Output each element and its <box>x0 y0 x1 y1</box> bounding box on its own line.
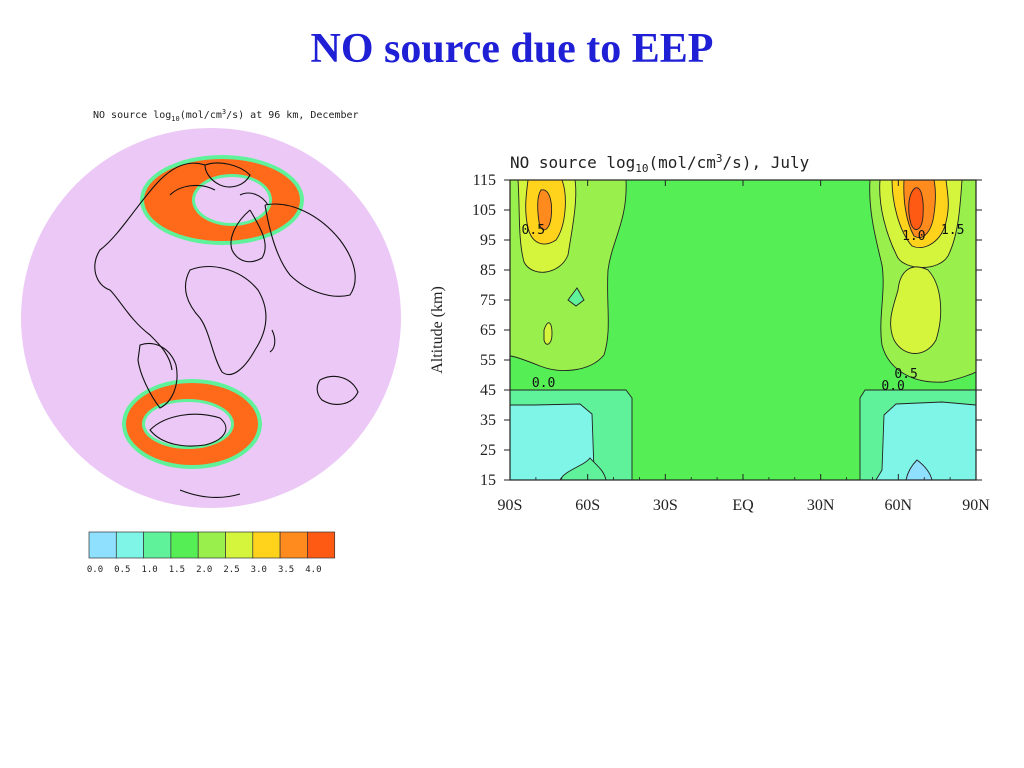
y-tick-label: 65 <box>480 322 496 339</box>
colorbar-swatch-5 <box>225 531 254 559</box>
y-tick-label: 55 <box>480 352 496 369</box>
x-tick-label: 90S <box>498 497 523 514</box>
colorbar-label: 2.5 <box>223 565 239 575</box>
chart-title-sub: 10 <box>635 162 648 175</box>
misc-coast <box>179 489 241 499</box>
x-tick-label: 90N <box>962 497 990 514</box>
slide-title: NO source due to EEP <box>310 26 714 72</box>
chart-title: NO source log10(mol/cm3/s), July <box>510 152 810 175</box>
north-lower-0.5 <box>875 401 976 480</box>
contour-fills <box>510 180 976 480</box>
x-tick-label: 30N <box>807 497 835 514</box>
north-lower-0.0 <box>905 459 933 480</box>
y-axis-label: Altitude (km) <box>429 286 446 374</box>
coastlines <box>94 162 359 499</box>
contour-label: 1.0 <box>902 229 925 244</box>
colorbar-label: 2.0 <box>196 565 212 575</box>
colorbar-swatch-1 <box>115 531 144 559</box>
south-blob-lower <box>543 322 553 345</box>
colorbar-label: 3.5 <box>278 565 294 575</box>
chart-title-sup: 3 <box>716 152 723 165</box>
contour-label: 0.5 <box>894 367 917 382</box>
colorbar-label: 4.0 <box>305 565 321 575</box>
colorbar-swatch-0 <box>88 531 117 559</box>
x-tick-label: 60S <box>575 497 600 514</box>
y-tick-label: 95 <box>480 232 496 249</box>
x-tick-label: EQ <box>732 497 754 514</box>
colorbar-label: 0.0 <box>87 565 103 575</box>
colorbar-label: 1.0 <box>141 565 157 575</box>
x-tick-label: 30S <box>653 497 678 514</box>
y-tick-label: 85 <box>480 262 496 279</box>
antarctica-coast <box>149 413 227 447</box>
europe-coast <box>230 209 266 263</box>
north-america-coast <box>94 162 206 371</box>
greenland-coast <box>204 162 251 188</box>
colorbar: 0.0 0.5 1.0 1.5 2.0 2.5 3.0 3.5 4.0 <box>87 531 336 575</box>
arctic-coast <box>169 184 269 206</box>
north-cell-4.0 <box>908 187 924 230</box>
x-tick-label: 60N <box>885 497 913 514</box>
colorbar-label: 1.5 <box>169 565 185 575</box>
globe <box>21 128 401 508</box>
contour-label: 0.5 <box>522 223 545 238</box>
contour-labels: 0.50.01.0 1.50.50.0 <box>522 223 965 394</box>
australia-coast <box>316 375 359 405</box>
globe-content <box>94 155 359 499</box>
south-cell-3.5 <box>537 189 552 231</box>
south-blob-upper <box>567 287 585 307</box>
asia-coast <box>264 203 356 297</box>
map-title-pre: NO source log <box>93 110 171 121</box>
y-tick-label: 75 <box>480 292 496 309</box>
contour-label: 0.0 <box>881 379 904 394</box>
contour-label: 0.0 <box>532 376 555 391</box>
axes: 90S 60S 30S EQ 30N 60N 90N 115 105 95 85 75 65 55 45 35… <box>472 172 990 514</box>
colorbar-swatch-3 <box>170 531 199 559</box>
colorbar-label: 3.0 <box>251 565 267 575</box>
map-title-sub: 10 <box>171 115 179 123</box>
y-tick-label: 25 <box>480 442 496 459</box>
south-oval-inner <box>145 402 231 446</box>
chart-title-post: /s), July <box>723 153 810 172</box>
map-title: NO source log10(mol/cm3/s) at 96 km, Dec… <box>93 108 359 123</box>
south-america-coast <box>137 343 178 409</box>
colorbar-label: 0.5 <box>114 565 130 575</box>
y-tick-label: 45 <box>480 382 496 399</box>
south-lower-0.0 <box>559 457 607 480</box>
contour-label: 1.5 <box>941 223 964 238</box>
chart-title-mid: (mol/cm <box>648 153 715 172</box>
colorbar-swatch-7 <box>279 531 308 559</box>
map-title-post: /s) at 96 km, December <box>226 110 358 121</box>
y-tick-label: 105 <box>472 202 496 219</box>
north-mid-waist <box>890 266 942 354</box>
madagascar-coast <box>269 329 276 353</box>
y-tick-label: 35 <box>480 412 496 429</box>
colorbar-swatch-8 <box>307 531 336 559</box>
colorbar-swatch-6 <box>252 531 281 559</box>
map-title-sup: 3 <box>222 108 226 116</box>
y-tick-label: 115 <box>473 172 496 189</box>
chart-title-pre: NO source log <box>510 153 635 172</box>
map-title-mid: (mol/cm <box>180 110 222 121</box>
africa-coast <box>185 266 267 376</box>
y-tick-label: 15 <box>480 472 496 489</box>
